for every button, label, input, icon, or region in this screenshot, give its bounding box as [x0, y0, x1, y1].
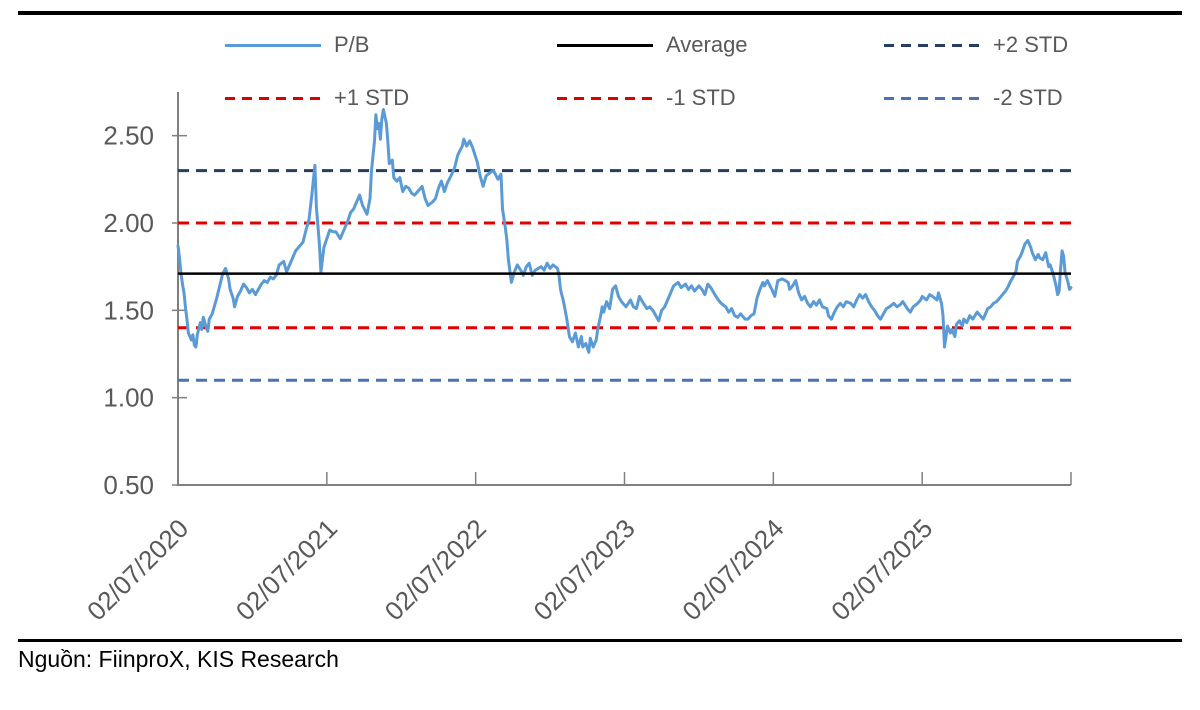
legend-label-minus1std: -1 STD	[666, 85, 736, 110]
legend-item-average: Average	[557, 32, 748, 57]
legend-item-plus1std: +1 STD	[225, 85, 410, 110]
minus1std-line-sample	[557, 96, 653, 100]
x-axis-label: 02/07/2021	[230, 513, 343, 626]
y-axis-label: 2.00	[103, 208, 154, 238]
legend-item-minus1std: -1 STD	[557, 85, 736, 110]
legend-label-average: Average	[666, 32, 748, 57]
x-axis-label: 02/07/2025	[825, 513, 938, 626]
x-axis-label: 02/07/2024	[676, 513, 789, 626]
legend-label-plus2std: +2 STD	[993, 32, 1069, 57]
legend-item-minus2std: -2 STD	[884, 85, 1063, 110]
legend-item-pb: P/B	[225, 32, 370, 57]
y-axis-label: 2.50	[103, 121, 154, 151]
y-axis-label: 0.50	[103, 470, 154, 500]
pb-ratio-line-chart: 0.50 1.00 1.50 2.00 2.50 02/07/2020 02/07/2021…	[81, 92, 1073, 626]
minus2std-line-sample	[884, 96, 980, 100]
legend-label-pb: P/B	[334, 32, 370, 57]
y-axis-label: 1.50	[103, 295, 154, 325]
bottom-divider	[18, 639, 1182, 642]
x-axis-label: 02/07/2023	[528, 513, 641, 626]
plus2std-line-sample	[884, 43, 980, 47]
average-line-sample	[557, 43, 653, 47]
pb-line	[176, 108, 1073, 354]
x-axis-label: 02/07/2022	[379, 513, 492, 626]
legend-label-minus2std: -2 STD	[993, 85, 1063, 110]
pb-line-sample	[225, 43, 321, 47]
source-note: Nguồn: FiinproX, KIS Research	[18, 646, 339, 672]
legend-label-plus1std: +1 STD	[334, 85, 410, 110]
top-divider	[18, 11, 1182, 15]
legend-item-plus2std: +2 STD	[884, 32, 1069, 57]
chart-legend: P/B Average +2 STD +1 STD -1 STD -2 STD	[0, 0, 1200, 120]
plus1std-line-sample	[225, 96, 321, 100]
x-axis-label: 02/07/2020	[81, 513, 194, 626]
y-axis-label: 1.00	[103, 383, 154, 413]
